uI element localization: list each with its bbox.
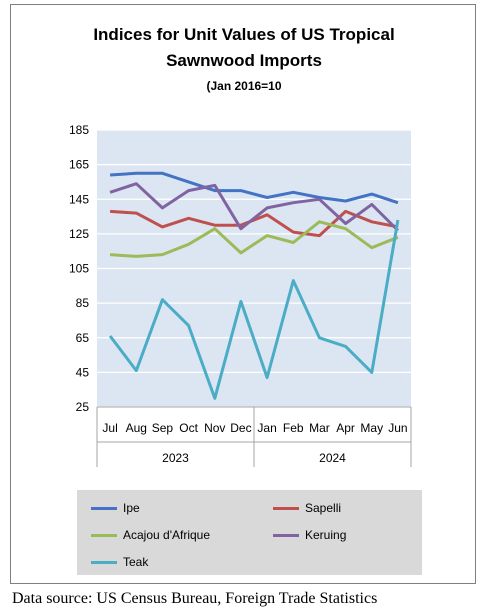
series-line-teak	[108, 219, 400, 400]
data-source-note: Data source: US Census Bureau, Foreign T…	[12, 590, 378, 607]
legend-item-acajou-d-afrique: Acajou d'Afrique	[91, 527, 210, 543]
legend-label: Sapelli	[305, 501, 342, 515]
legend-label: Keruing	[305, 528, 347, 542]
legend-item-teak: Teak	[91, 554, 148, 570]
line-chart: 25 45 65 85 105 125 145 165 185 Jul Aug Sep Oct Nov De…	[69, 123, 412, 467]
y-tick-label: 125	[69, 227, 89, 241]
y-tick-label: 105	[69, 262, 89, 276]
legend-label: Teak	[123, 555, 149, 569]
y-tick-label: 85	[76, 296, 90, 310]
y-tick-label: 45	[76, 365, 90, 379]
x-tick-label: Oct	[179, 421, 198, 435]
legend-swatch	[91, 533, 117, 537]
legend-item-ipe: Ipe	[91, 500, 140, 516]
x-tick-label: Dec	[230, 421, 251, 435]
legend-label: Ipe	[123, 501, 140, 515]
x-tick-label: Nov	[204, 421, 225, 435]
x-tick-label: Sep	[152, 421, 174, 435]
legend-item-sapelli: Sapelli	[273, 500, 341, 516]
x-tick-label: Mar	[309, 421, 330, 435]
y-tick-label: 145	[69, 192, 89, 206]
x-tick-label: Aug	[126, 421, 147, 435]
x-tick-label: Jun	[388, 421, 407, 435]
x-tick-label: Apr	[336, 421, 355, 435]
x-tick-label: Jul	[102, 421, 117, 435]
y-tick-label: 185	[69, 123, 89, 137]
series-line-ipe	[110, 171, 399, 205]
series-line-keruing	[109, 182, 399, 232]
chart-title-line-1: Indices for Unit Values of US Tropical	[93, 25, 395, 44]
legend: Ipe Sapelli Acajou d'Afrique Keruing Teak	[77, 490, 422, 575]
chart-title-line-2: Sawnwood Imports	[166, 51, 322, 70]
y-tick-label: 25	[76, 400, 90, 414]
year-group-label: 2023	[162, 451, 189, 465]
chart-figure: Indices for Unit Values of US Tropical S…	[10, 4, 476, 584]
year-group-label: 2024	[319, 451, 346, 465]
legend-swatch	[273, 533, 299, 537]
series-line-acajou-d-afrique	[109, 220, 399, 258]
y-tick-label: 165	[69, 158, 89, 172]
legend-label: Acajou d'Afrique	[123, 528, 211, 542]
legend-item-keruing: Keruing	[273, 527, 346, 543]
x-tick-label: Jan	[257, 421, 276, 435]
chart-subtitle: (Jan 2016=10	[206, 79, 282, 93]
x-tick-label: Feb	[283, 421, 304, 435]
legend-swatch	[91, 506, 117, 510]
x-tick-label: May	[360, 421, 383, 435]
y-tick-label: 65	[76, 331, 90, 345]
legend-swatch	[91, 560, 117, 564]
legend-swatch	[273, 506, 299, 510]
